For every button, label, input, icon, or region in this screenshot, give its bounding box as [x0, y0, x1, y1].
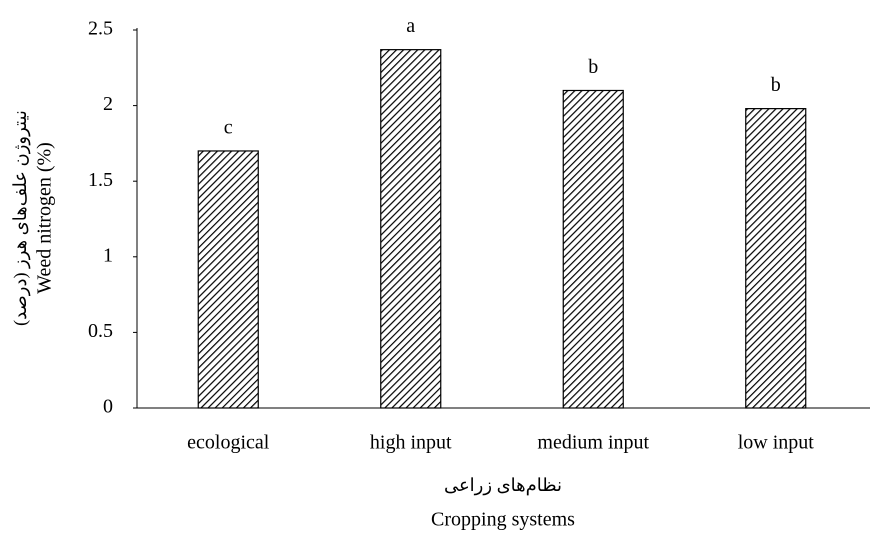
- y-tick-label: 0.5: [88, 320, 113, 342]
- significance-letter: a: [406, 15, 415, 37]
- x-tick-label: ecological: [187, 432, 270, 454]
- x-tick-label: medium input: [537, 432, 649, 454]
- y-tick-label: 2.5: [88, 18, 113, 40]
- bar: [562, 89, 624, 409]
- y-tick-label: 2: [103, 93, 113, 115]
- x-axis-title-fa: نظام‌های زراعی: [444, 475, 562, 496]
- y-tick-label: 1.5: [88, 169, 113, 191]
- y-tick-label: 1: [103, 244, 113, 266]
- significance-letter: b: [771, 74, 781, 96]
- y-axis-title: Weed nitrogen (%): [34, 142, 56, 294]
- significance-letter: c: [224, 117, 233, 139]
- x-tick-label: low input: [738, 432, 815, 454]
- bar: [197, 150, 259, 409]
- y-tick-label: 0: [103, 396, 113, 418]
- y-axis-title-fa: نیتروژن علف‌های هرز (درصد): [10, 110, 31, 326]
- x-tick-label: high input: [370, 432, 452, 454]
- x-axis-title: Cropping systems: [431, 509, 575, 531]
- bar: [380, 49, 442, 409]
- significance-letter: b: [588, 56, 598, 78]
- bar: [745, 108, 807, 409]
